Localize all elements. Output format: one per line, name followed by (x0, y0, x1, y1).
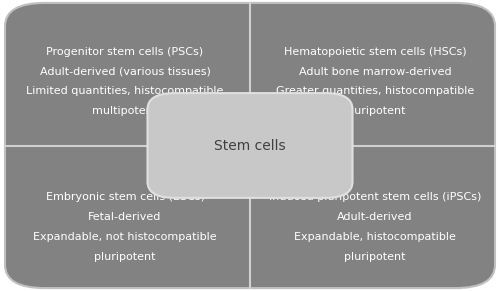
Text: pluripotent: pluripotent (94, 252, 156, 262)
Text: Adult-derived: Adult-derived (337, 212, 413, 222)
FancyBboxPatch shape (148, 93, 352, 198)
Text: Adult-derived (various tissues): Adult-derived (various tissues) (40, 67, 210, 77)
Text: Hematopoietic stem cells (HSCs): Hematopoietic stem cells (HSCs) (284, 47, 467, 57)
Text: Adult bone marrow-derived: Adult bone marrow-derived (298, 67, 452, 77)
Text: Expandable, not histocompatible: Expandable, not histocompatible (33, 232, 217, 242)
Text: Fetal-derived: Fetal-derived (88, 212, 162, 222)
Text: Greater quantities, histocompatible: Greater quantities, histocompatible (276, 86, 474, 96)
Text: pluripotent: pluripotent (344, 106, 406, 116)
Text: Induced pluripotent stem cells (iPSCs): Induced pluripotent stem cells (iPSCs) (269, 192, 481, 202)
Text: pluripotent: pluripotent (344, 252, 406, 262)
Text: Embryonic stem cells (ESCs): Embryonic stem cells (ESCs) (46, 192, 204, 202)
FancyBboxPatch shape (5, 3, 495, 288)
Text: Progenitor stem cells (PSCs): Progenitor stem cells (PSCs) (46, 47, 203, 57)
Text: Limited quantities, histocompatible: Limited quantities, histocompatible (26, 86, 224, 96)
Text: multipotent: multipotent (92, 106, 158, 116)
Text: Expandable, histocompatible: Expandable, histocompatible (294, 232, 456, 242)
Text: Stem cells: Stem cells (214, 139, 286, 152)
